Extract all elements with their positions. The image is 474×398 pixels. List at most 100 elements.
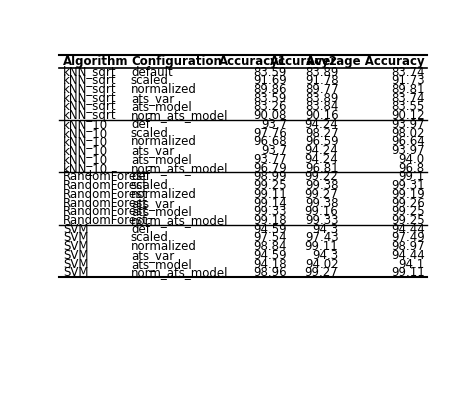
Text: kNN_sqrt: kNN_sqrt: [63, 100, 117, 113]
Text: 90.12: 90.12: [391, 109, 425, 122]
Text: 89.86: 89.86: [254, 83, 287, 96]
Text: 99.27: 99.27: [305, 188, 338, 201]
Text: def: def: [131, 223, 150, 236]
Text: 96.81: 96.81: [305, 162, 338, 175]
Text: 97.49: 97.49: [391, 232, 425, 244]
Text: normalized: normalized: [131, 240, 197, 253]
Text: 83.59: 83.59: [254, 92, 287, 105]
Text: kNN_10: kNN_10: [63, 144, 108, 157]
Text: norm_ats_model: norm_ats_model: [131, 109, 228, 122]
Text: kNN_10: kNN_10: [63, 153, 108, 166]
Text: 98.02: 98.02: [391, 127, 425, 140]
Text: 99.1: 99.1: [399, 170, 425, 183]
Text: 83.84: 83.84: [305, 100, 338, 113]
Text: 83.74: 83.74: [391, 66, 425, 78]
Text: 98.97: 98.97: [391, 240, 425, 253]
Text: 96.79: 96.79: [253, 162, 287, 175]
Text: Configuration: Configuration: [131, 55, 222, 68]
Text: 94.24: 94.24: [305, 153, 338, 166]
Text: 89.77: 89.77: [305, 83, 338, 96]
Text: ats_model: ats_model: [131, 153, 191, 166]
Text: 83.59: 83.59: [254, 66, 287, 78]
Text: 94.24: 94.24: [305, 144, 338, 157]
Text: RandomForest: RandomForest: [63, 214, 148, 227]
Text: kNN_sqrt: kNN_sqrt: [63, 74, 117, 87]
Text: 94.1: 94.1: [399, 258, 425, 271]
Text: 99.14: 99.14: [253, 197, 287, 210]
Text: Average Accuracy: Average Accuracy: [306, 55, 425, 68]
Text: 91.78: 91.78: [305, 74, 338, 87]
Text: kNN_sqrt: kNN_sqrt: [63, 109, 117, 122]
Text: 99.38: 99.38: [305, 197, 338, 210]
Text: 83.55: 83.55: [392, 100, 425, 113]
Text: 99.25: 99.25: [391, 205, 425, 218]
Text: normalized: normalized: [131, 135, 197, 148]
Text: ats_var: ats_var: [131, 92, 174, 105]
Text: kNN_sqrt: kNN_sqrt: [63, 92, 117, 105]
Text: 90.08: 90.08: [254, 109, 287, 122]
Text: 99.16: 99.16: [305, 205, 338, 218]
Text: Algorithm: Algorithm: [63, 55, 128, 68]
Text: kNN_sqrt: kNN_sqrt: [63, 66, 117, 78]
Text: 99.11: 99.11: [305, 240, 338, 253]
Text: 97.54: 97.54: [254, 232, 287, 244]
Text: normalized: normalized: [131, 83, 197, 96]
Text: SVM: SVM: [63, 258, 89, 271]
Text: scaled: scaled: [131, 232, 169, 244]
Text: 91.69: 91.69: [253, 74, 287, 87]
Text: 94.3: 94.3: [312, 223, 338, 236]
Text: SVM: SVM: [63, 223, 89, 236]
Text: 94.59: 94.59: [254, 223, 287, 236]
Text: 83.74: 83.74: [391, 92, 425, 105]
Text: 99.11: 99.11: [391, 266, 425, 279]
Text: 99.31: 99.31: [391, 179, 425, 192]
Text: 89.81: 89.81: [391, 83, 425, 96]
Text: RandomForest: RandomForest: [63, 197, 148, 210]
Text: 93.77: 93.77: [254, 153, 287, 166]
Text: kNN_10: kNN_10: [63, 127, 108, 140]
Text: 99.18: 99.18: [254, 214, 287, 227]
Text: ats_var: ats_var: [131, 144, 174, 157]
Text: 94.44: 94.44: [391, 223, 425, 236]
Text: ats_var: ats_var: [131, 197, 174, 210]
Text: Accuracy2: Accuracy2: [271, 55, 338, 68]
Text: normalized: normalized: [131, 188, 197, 201]
Text: kNN_10: kNN_10: [63, 135, 108, 148]
Text: ats_model: ats_model: [131, 258, 191, 271]
Text: 96.68: 96.68: [254, 135, 287, 148]
Text: RandomForest: RandomForest: [63, 205, 148, 218]
Text: 90.16: 90.16: [305, 109, 338, 122]
Text: 99.11: 99.11: [253, 188, 287, 201]
Text: kNN_10: kNN_10: [63, 118, 108, 131]
Text: kNN_10: kNN_10: [63, 162, 108, 175]
Text: 99.27: 99.27: [305, 266, 338, 279]
Text: 94.44: 94.44: [391, 249, 425, 262]
Text: 97.43: 97.43: [305, 232, 338, 244]
Text: 99.33: 99.33: [305, 214, 338, 227]
Text: 99.25: 99.25: [254, 179, 287, 192]
Text: default: default: [131, 66, 173, 78]
Text: scaled: scaled: [131, 74, 169, 87]
Text: 83.26: 83.26: [254, 100, 287, 113]
Text: 96.8: 96.8: [399, 162, 425, 175]
Text: def: def: [131, 170, 150, 183]
Text: kNN_sqrt: kNN_sqrt: [63, 83, 117, 96]
Text: ats_model: ats_model: [131, 205, 191, 218]
Text: RandomForest: RandomForest: [63, 188, 148, 201]
Text: 94.0: 94.0: [399, 153, 425, 166]
Text: 91.73: 91.73: [391, 74, 425, 87]
Text: 97.76: 97.76: [253, 127, 287, 140]
Text: 83.89: 83.89: [305, 92, 338, 105]
Text: 83.89: 83.89: [305, 66, 338, 78]
Text: 98.96: 98.96: [254, 266, 287, 279]
Text: 93.97: 93.97: [391, 144, 425, 157]
Text: 94.59: 94.59: [254, 249, 287, 262]
Text: norm_ats_model: norm_ats_model: [131, 214, 228, 227]
Text: 99.26: 99.26: [391, 197, 425, 210]
Text: 94.24: 94.24: [305, 118, 338, 131]
Text: 93.7: 93.7: [261, 118, 287, 131]
Text: 94.3: 94.3: [312, 249, 338, 262]
Text: RandomForest: RandomForest: [63, 179, 148, 192]
Text: SVM: SVM: [63, 266, 89, 279]
Text: SVM: SVM: [63, 249, 89, 262]
